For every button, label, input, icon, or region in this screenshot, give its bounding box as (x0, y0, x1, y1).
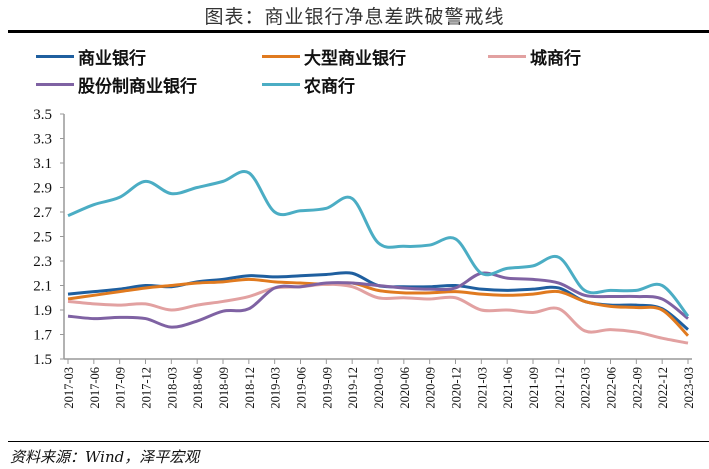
legend-swatch (262, 83, 300, 86)
y-tick-label: 3.3 (33, 132, 52, 148)
chart-title: 图表：商业银行净息差跌破警戒线 (204, 6, 505, 28)
x-tick-label: 2018-12 (243, 367, 257, 409)
legend-label: 股份制商业银行 (78, 77, 197, 97)
title-divider (8, 30, 709, 33)
x-tick-label: 2022-09 (630, 367, 644, 409)
legend-item-commercial-banks: 商业银行 (36, 44, 146, 69)
x-tick-label: 2018-03 (165, 367, 179, 409)
y-tick-label: 1.7 (33, 328, 52, 344)
y-tick-label: 1.5 (33, 352, 52, 368)
x-tick-label: 2018-09 (217, 367, 231, 409)
x-tick-label: 2020-09 (424, 367, 438, 409)
x-tick-label: 2022-06 (605, 367, 619, 409)
x-tick-label: 2019-06 (295, 367, 309, 409)
y-tick-label: 2.9 (33, 181, 52, 197)
x-tick-label: 2017-03 (62, 367, 76, 409)
x-tick-label: 2023-03 (682, 367, 696, 409)
legend-swatch (262, 55, 300, 58)
y-tick-label: 1.9 (33, 303, 52, 319)
legend-item-city-banks: 城商行 (488, 44, 581, 69)
x-tick-label: 2019-09 (320, 367, 334, 409)
source-divider (8, 441, 709, 442)
x-tick-label: 2017-12 (140, 367, 154, 409)
legend-label: 大型商业银行 (304, 49, 406, 69)
y-tick-label: 2.7 (33, 205, 52, 221)
legend-item-large-banks: 大型商业银行 (262, 44, 406, 69)
x-tick-label: 2021-06 (501, 367, 515, 409)
x-tick-label: 2017-09 (114, 367, 128, 409)
series-line-0 (67, 271, 689, 331)
y-tick-label: 2.1 (33, 279, 52, 295)
legend-label: 农商行 (304, 77, 355, 97)
series-line-4 (67, 170, 690, 318)
series-line-3 (67, 271, 689, 329)
x-tick-label: 2020-03 (372, 367, 386, 409)
x-tick-label: 2021-09 (527, 367, 541, 409)
source-note: 资料来源：Wind，泽平宏观 (10, 448, 200, 466)
x-tick-label: 2020-12 (450, 367, 464, 409)
y-tick-label: 2.5 (33, 230, 52, 246)
x-tick-label: 2021-12 (553, 367, 567, 409)
y-tick-label: 2.3 (33, 254, 52, 270)
legend-label: 商业银行 (78, 49, 146, 69)
y-tick-label: 3.1 (33, 156, 52, 172)
legend-label: 城商行 (530, 49, 581, 69)
legend-item-rural-banks: 农商行 (262, 72, 355, 97)
x-tick-label: 2022-12 (656, 367, 670, 409)
legend-swatch (36, 55, 74, 58)
x-tick-label: 2022-03 (579, 367, 593, 409)
series-line-1 (67, 277, 690, 337)
series-line-2 (67, 282, 689, 345)
legend-swatch (488, 55, 526, 58)
x-tick-label: 2019-03 (269, 367, 283, 409)
x-tick-label: 2017-06 (88, 367, 102, 409)
x-tick-label: 2018-06 (191, 367, 205, 409)
legend-swatch (36, 83, 74, 86)
legend-item-joint-stock-banks: 股份制商业银行 (36, 72, 197, 97)
x-tick-label: 2021-03 (475, 367, 489, 409)
x-tick-label: 2020-06 (398, 367, 412, 409)
x-tick-label: 2019-12 (346, 367, 360, 409)
y-tick-label: 3.5 (33, 107, 52, 123)
